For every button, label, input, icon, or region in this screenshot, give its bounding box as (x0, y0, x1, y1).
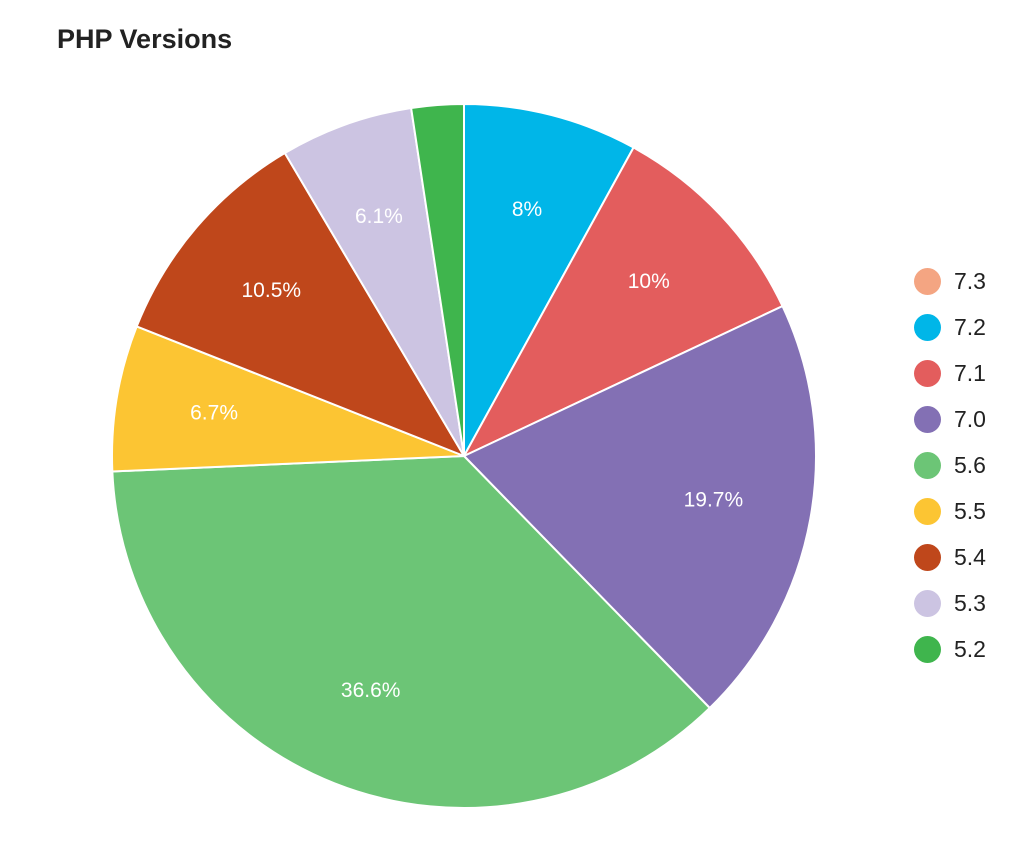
pie-slice-7-1 (461, 146, 784, 459)
pie-slice-5-2 (409, 102, 465, 457)
legend-label-5-2: 5.2 (954, 635, 986, 662)
slice-label-7-1: 10% (628, 270, 670, 293)
legend-swatch-5-3 (914, 589, 941, 617)
legend-swatch-5-5 (914, 497, 941, 525)
legend: 7.3 7.2 7.1 7.0 5.6 5.5 5.4 5.3 5.2 (914, 258, 986, 672)
legend-swatch-5-4 (914, 543, 941, 571)
legend-swatch-7-1 (914, 359, 941, 387)
legend-label-7-3: 7.3 (954, 267, 986, 294)
slice-label-5-6: 36.6% (341, 679, 401, 702)
legend-swatch-7-2 (914, 313, 941, 341)
legend-item-7-3: 7.3 (914, 258, 986, 304)
legend-item-7-2: 7.2 (914, 304, 986, 350)
legend-label-7-2: 7.2 (954, 313, 986, 340)
legend-item-7-0: 7.0 (914, 396, 986, 442)
legend-label-5-5: 5.5 (954, 497, 986, 524)
legend-swatch-7-3 (914, 267, 941, 295)
slice-label-5-3: 6.1% (355, 205, 403, 228)
legend-swatch-5-6 (914, 451, 941, 479)
legend-label-5-6: 5.6 (954, 451, 986, 478)
slice-label-7-0: 19.7% (684, 489, 744, 512)
legend-item-7-1: 7.1 (914, 350, 986, 396)
chart-title: PHP Versions (57, 24, 233, 54)
pie-slice-5-5 (111, 325, 465, 473)
legend-swatch-7-0 (914, 405, 941, 433)
legend-label-5-3: 5.3 (954, 589, 986, 616)
slice-label-5-5: 6.7% (190, 402, 238, 425)
pie-slice-5-3 (283, 106, 465, 457)
legend-item-5-5: 5.5 (914, 488, 986, 534)
pie-slice-5-4 (135, 151, 467, 459)
slice-label-7-2: 8% (512, 198, 542, 221)
legend-item-5-3: 5.3 (914, 580, 986, 626)
legend-item-5-4: 5.4 (914, 534, 986, 580)
legend-label-5-4: 5.4 (954, 543, 986, 570)
legend-item-5-6: 5.6 (914, 442, 986, 488)
pie-slice-7-2 (463, 102, 635, 457)
pie-slice-5-6 (111, 454, 712, 809)
pie-slice-7-0 (462, 304, 817, 710)
legend-label-7-1: 7.1 (954, 359, 986, 386)
slice-label-5-4: 10.5% (242, 279, 302, 302)
legend-swatch-5-2 (914, 635, 941, 663)
pie-slice-labels: 8% 10% 19.7% 36.6% 6.7% 10.5% 6.1% (190, 198, 743, 702)
legend-label-7-0: 7.0 (954, 405, 986, 432)
pie-slices (111, 102, 817, 809)
legend-item-5-2: 5.2 (914, 626, 986, 672)
